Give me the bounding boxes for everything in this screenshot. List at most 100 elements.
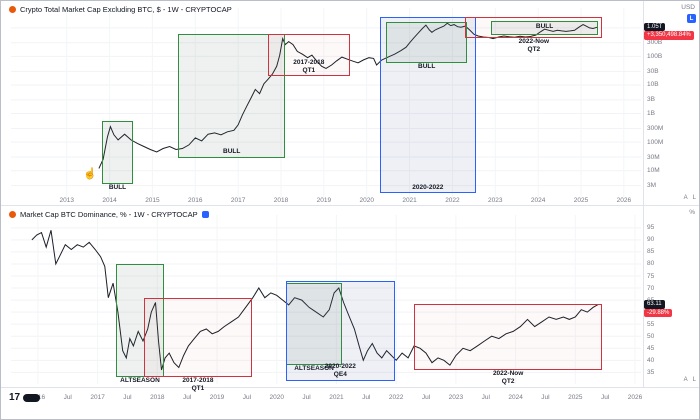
annotation-box[interactable]: 2020-2022 xyxy=(379,16,476,194)
log-scale-toggle[interactable]: L xyxy=(692,377,696,383)
annotation-box[interactable]: 2020-2022 QE4 xyxy=(285,280,395,381)
time-axis-label: 2014 xyxy=(102,197,117,204)
annotation-label: BULL xyxy=(108,183,127,191)
time-axis-label: Jul xyxy=(242,394,252,401)
axis-scale-toggles[interactable]: A L xyxy=(684,195,696,201)
price-axis-label: 90 xyxy=(647,236,655,244)
time-axis-label: Jul xyxy=(541,394,550,401)
price-axis-label: 65 xyxy=(647,297,654,304)
annotation-label: BULL xyxy=(418,62,436,70)
time-axis-label: 2015 xyxy=(145,197,160,204)
symbol-logo-icon xyxy=(9,6,16,13)
change-percent-badge: -29.88% xyxy=(644,308,673,318)
price-axis-label: 75 xyxy=(647,272,655,280)
dominance-panel-legend[interactable]: Market Cap BTC Dominance, % - 1W - CRYPT… xyxy=(9,210,209,219)
percent-unit-label: % xyxy=(689,209,695,216)
annotation-label: 2017-2018 QT1 xyxy=(182,377,214,392)
last-value-badge: 1.05T xyxy=(644,22,666,32)
time-axis-label: 2021 xyxy=(329,394,344,401)
price-axis-label: 100B xyxy=(647,52,663,60)
time-axis-label: Jul xyxy=(601,394,610,401)
tradingview-logo[interactable]: 17 xyxy=(9,392,41,403)
symbol-logo-icon xyxy=(9,211,16,218)
price-axis-label: 1B xyxy=(647,110,655,118)
time-axis-label: 2020 xyxy=(359,197,374,204)
price-axis-label: 10B xyxy=(647,81,659,89)
tradingview-logo-badge xyxy=(23,394,41,402)
time-axis-label: 2022 xyxy=(388,394,404,401)
price-axis-label: 300B xyxy=(647,39,663,47)
annotation-box[interactable]: BULL xyxy=(491,20,599,36)
price-panel[interactable]: Crypto Total Market Cap Excluding BTC, $… xyxy=(1,1,700,206)
last-value-badge: 63.11 xyxy=(644,300,665,309)
price-axis-label: 70 xyxy=(647,284,655,292)
annotation-box[interactable]: BULL xyxy=(101,120,134,191)
annotation-label: 2020-2022 QE4 xyxy=(324,363,356,378)
price-axis-label: 40 xyxy=(647,356,655,364)
annotation-label: 2020-2022 xyxy=(412,183,444,191)
log-scale-toggle[interactable]: L xyxy=(692,195,696,201)
time-axis-label: 2019 xyxy=(209,394,225,401)
price-axis-label: 30B xyxy=(647,67,659,75)
auto-scale-toggle[interactable]: A xyxy=(683,377,688,383)
annotation-label: 2022-Now QT2 xyxy=(518,38,550,54)
currency-unit-label: USD xyxy=(681,4,695,11)
time-axis-label: 2026 xyxy=(627,394,643,401)
chart-plot[interactable] xyxy=(1,1,700,206)
price-axis-label: 55 xyxy=(647,320,655,328)
time-axis-label: 2017 xyxy=(230,197,246,204)
price-axis-label: 80 xyxy=(647,260,655,268)
price-axis-label: 3B xyxy=(647,96,655,104)
time-axis-label: 2023 xyxy=(488,197,503,204)
annotation-box[interactable]: 2017-2018 QT1 xyxy=(144,297,252,392)
time-axis-label: 2025 xyxy=(573,197,589,204)
time-axis-label: 2024 xyxy=(508,394,523,401)
price-axis-label: 30M xyxy=(647,153,660,161)
annotation-label: BULL xyxy=(535,22,554,30)
annotation-box[interactable]: BULL xyxy=(178,33,286,158)
annotation-label: ALTSEASON xyxy=(294,365,334,373)
annotation-box[interactable]: ALTSEASON xyxy=(115,263,165,384)
time-axis-label: 2013 xyxy=(59,197,74,204)
price-axis-label: 95 xyxy=(647,224,655,232)
time-axis-label: 2016 xyxy=(188,197,203,204)
price-axis-label: 45 xyxy=(647,344,655,352)
annotation-box[interactable]: 2017-2018 QT1 xyxy=(268,34,350,77)
flag-icon[interactable] xyxy=(201,211,209,218)
time-axis-label: 2018 xyxy=(150,394,165,401)
log-scale-icon[interactable]: L xyxy=(687,14,696,23)
time-axis-label: Jul xyxy=(421,394,431,401)
annotation-box[interactable]: 2022-Now QT2 xyxy=(465,17,603,53)
hand-cursor-icon: ☝ xyxy=(83,168,97,180)
tradingview-logo-mark: 17 xyxy=(9,392,21,403)
time-axis-label: 2019 xyxy=(316,197,332,204)
time-axis-label: Jul xyxy=(123,394,132,401)
price-panel-legend[interactable]: Crypto Total Market Cap Excluding BTC, $… xyxy=(9,5,232,14)
axis-scale-toggles[interactable]: A L xyxy=(684,377,696,383)
time-axis-label: Jul xyxy=(481,394,490,401)
annotation-box[interactable]: BULL xyxy=(386,22,468,70)
time-axis-label: Jul xyxy=(63,394,72,401)
time-axis-label: Jul xyxy=(302,394,311,401)
price-axis-label: 10M xyxy=(647,167,660,175)
time-axis-label: 2026 xyxy=(616,197,632,204)
time-axis-label: 2025 xyxy=(568,394,583,401)
time-axis-label: Jul xyxy=(183,394,192,401)
change-percent-badge: +3,350,498.84% xyxy=(644,31,694,40)
dominance-panel[interactable]: Market Cap BTC Dominance, % - 1W - CRYPT… xyxy=(1,206,699,392)
time-axis-label: 2024 xyxy=(530,197,546,204)
annotation-label: ALTSEASON xyxy=(120,377,160,385)
price-axis-label: 50 xyxy=(647,332,655,340)
price-axis-label: 300M xyxy=(647,124,664,132)
time-axis[interactable]: 17 2016Jul2017Jul2018Jul2019Jul2020Jul20… xyxy=(1,388,699,419)
time-axis-label: 2022 xyxy=(445,197,460,204)
price-axis-border xyxy=(643,1,644,388)
time-axis-label: 2023 xyxy=(448,394,464,401)
annotation-label: 2022-Now QT2 xyxy=(492,369,524,385)
time-axis-label: 2021 xyxy=(402,197,417,204)
annotation-box[interactable]: 2022-Now QT2 xyxy=(414,303,603,385)
auto-scale-toggle[interactable]: A xyxy=(683,195,688,201)
price-axis-label: 3M xyxy=(647,182,657,190)
price-axis-label: 100M xyxy=(647,138,664,146)
